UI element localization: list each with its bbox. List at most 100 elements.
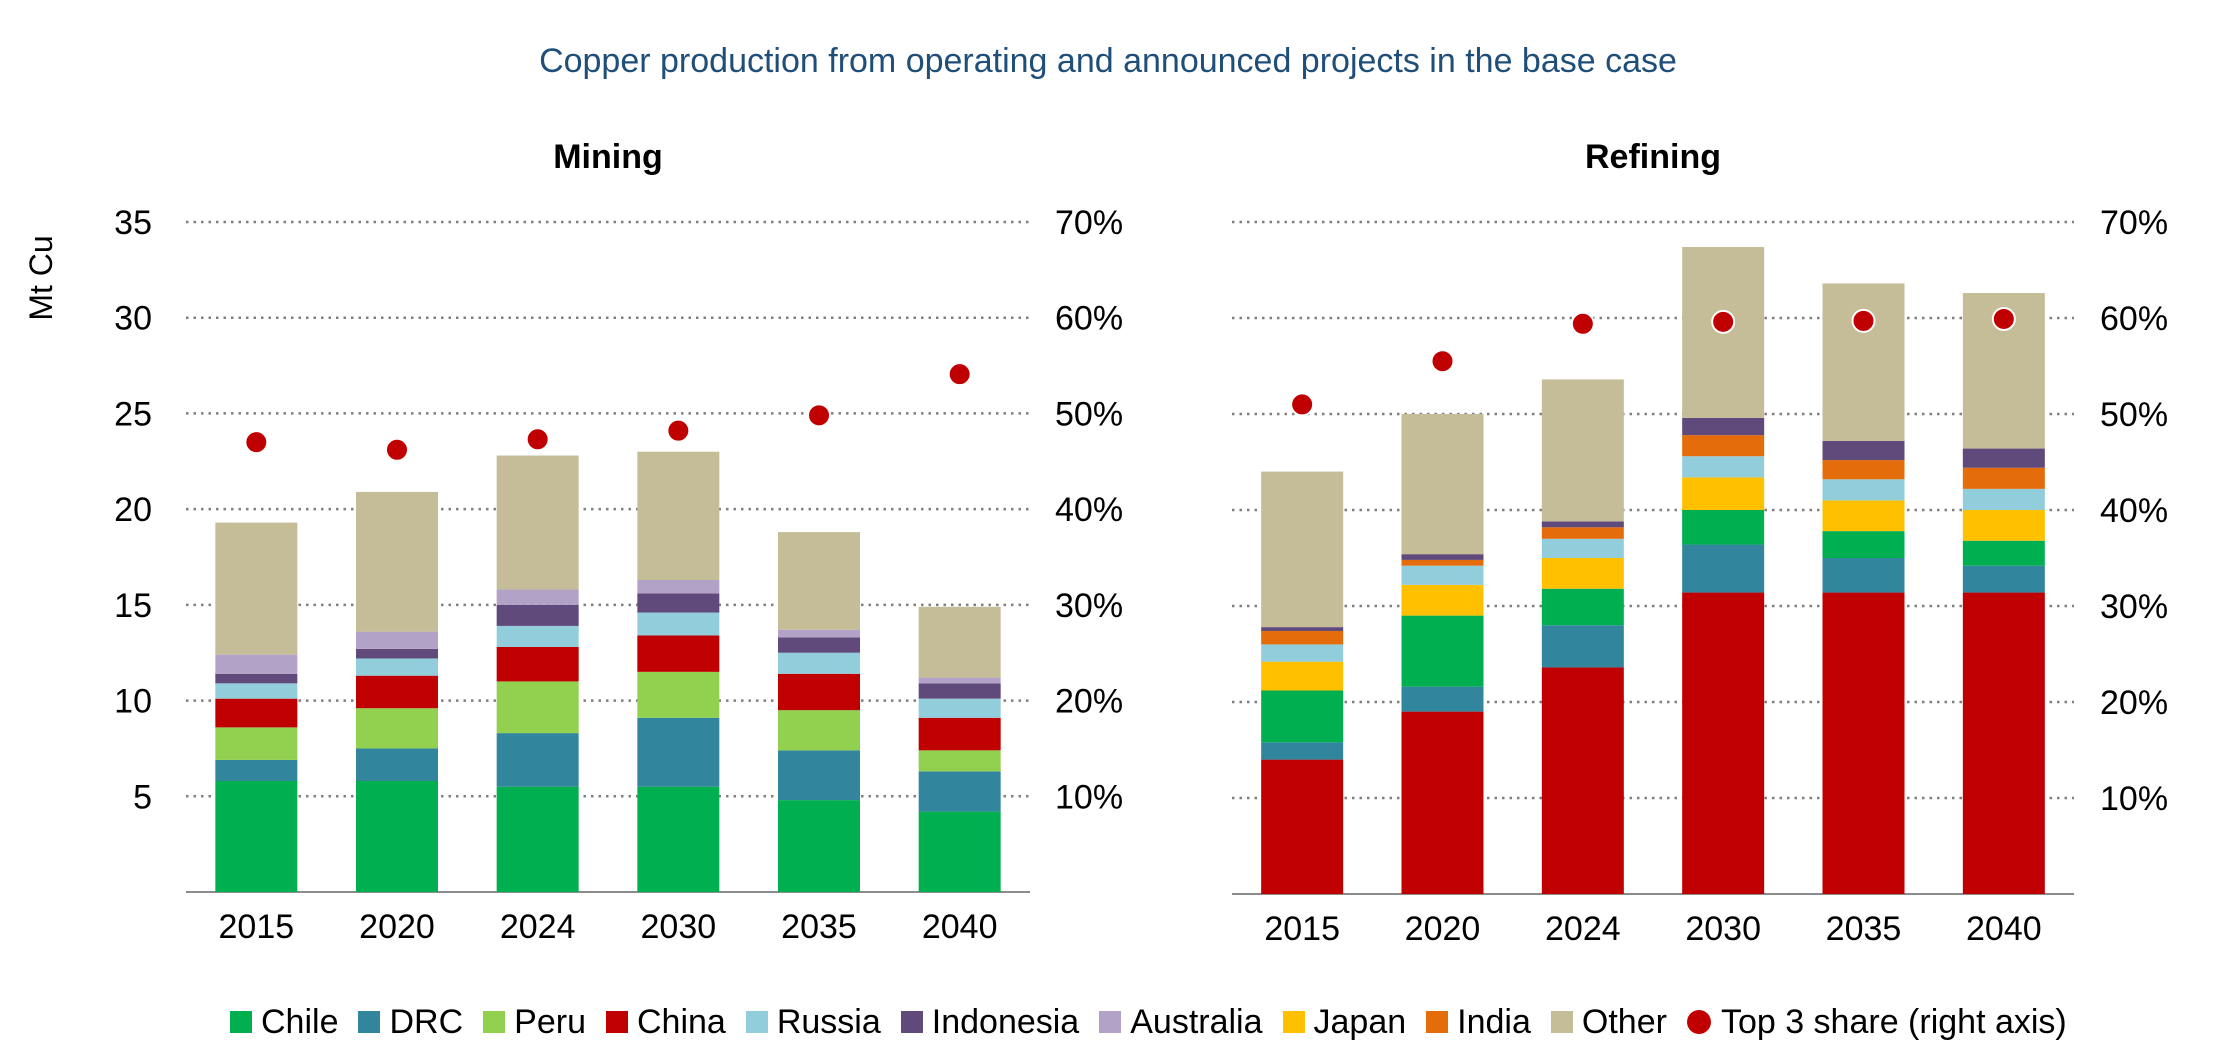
refining-bar-indonesia-2040	[1962, 448, 2045, 468]
refining-bar-russia-2040	[1962, 488, 2045, 510]
mining-bar-chile-2040	[918, 811, 1001, 892]
mining-bar-other-2035	[778, 532, 860, 630]
refining-share-point-2020	[1430, 349, 1455, 374]
legend-label: Indonesia	[931, 1002, 1080, 1041]
mining-bar-peru-2020	[356, 708, 438, 749]
mining-bar-drc-2020	[356, 748, 438, 781]
mining-bar-indonesia-2020	[356, 648, 438, 659]
refining-y2-tick-label: 20%	[2100, 684, 2168, 722]
legend-swatch	[745, 1011, 768, 1033]
refining-bar-russia-2030	[1682, 456, 1765, 478]
legend-label: Japan	[1313, 1002, 1407, 1041]
mining-bar-russia-2035	[778, 652, 860, 674]
refining-bar-china-2020	[1401, 711, 1484, 894]
mining-bar-russia-2040	[918, 698, 1001, 718]
refining-x-tick-label: 2024	[1545, 910, 1621, 948]
mining-bar-indonesia-2035	[778, 637, 860, 653]
refining-bar-russia-2035	[1822, 479, 1905, 501]
legend-item-peru: Peru	[483, 1003, 586, 1042]
refining-share-point-2040	[1991, 306, 2016, 331]
mining-bar-australia-2015	[215, 654, 298, 674]
mining-bar-other-2020	[356, 491, 438, 632]
mining-x-tick-label: 2020	[359, 908, 435, 946]
mining-bar-peru-2015	[215, 727, 298, 760]
mining-bar-china-2035	[778, 673, 860, 711]
mining-bar-china-2015	[215, 698, 298, 728]
mining-y-tick-label: 30	[114, 300, 152, 338]
refining-bar-russia-2020	[1401, 565, 1484, 585]
refining-bar-japan-2015	[1261, 661, 1344, 691]
mining-bar-drc-2024	[496, 733, 579, 787]
legend-item-chile: Chile	[230, 1003, 338, 1042]
mining-x-tick-label: 2035	[781, 908, 857, 946]
mining-bar-indonesia-2040	[918, 683, 1001, 699]
refining-bar-chile-2015	[1261, 690, 1344, 743]
mining-bar-drc-2035	[778, 750, 860, 801]
mining-y2-tick-label: 70%	[1055, 204, 1123, 242]
mining-bar-other-2030	[637, 451, 720, 580]
legend-label: Russia	[776, 1002, 881, 1041]
mining-bar-other-2040	[918, 606, 1001, 678]
refining-bar-indonesia-2020	[1401, 554, 1484, 560]
mining-bar-indonesia-2024	[496, 604, 579, 626]
mining-bar-peru-2030	[637, 671, 720, 718]
legend-item-indonesia: Indonesia	[900, 1002, 1080, 1042]
legend-item-japan: Japan	[1282, 1002, 1407, 1042]
refining-bar-japan-2020	[1401, 584, 1484, 616]
mining-bar-australia-2030	[637, 579, 720, 594]
refining-bar-drc-2040	[1962, 565, 2045, 593]
mining-x-tick-label: 2024	[500, 908, 576, 946]
refining-x-tick-label: 2020	[1405, 910, 1481, 948]
mining-bar-china-2024	[496, 646, 579, 682]
mining-bar-peru-2024	[496, 681, 579, 734]
mining-bar-chile-2035	[778, 800, 860, 892]
mining-bar-other-2015	[215, 522, 298, 655]
refining-bar-drc-2024	[1541, 625, 1624, 668]
legend-label: India	[1457, 1002, 1531, 1041]
legend-item-top-3-share-right-axis: Top 3 share (right axis)	[1686, 1003, 2067, 1042]
refining-bar-drc-2035	[1822, 558, 1905, 593]
mining-bar-china-2020	[356, 675, 438, 709]
refining-share-point-2015	[1290, 392, 1315, 417]
mining-bar-drc-2030	[637, 717, 720, 787]
legend-item-india: India	[1426, 1003, 1531, 1042]
legend-swatch	[1550, 1011, 1573, 1033]
refining-bar-india-2035	[1822, 460, 1905, 480]
mining-y-axis-label: Mt Cu	[23, 235, 59, 320]
mining-x-tick-label: 2030	[641, 908, 717, 946]
refining-panel: Refining 10% 20% 30% 40% 50% 60% 70% 2015 2020 202…	[1232, 138, 2168, 948]
refining-bar-russia-2015	[1261, 644, 1344, 662]
mining-y2-tick-label: 60%	[1055, 300, 1123, 338]
legend-marker-dot	[1686, 1010, 1711, 1034]
refining-y2-tick-label: 50%	[2100, 396, 2168, 434]
refining-x-tick-label: 2035	[1826, 910, 1902, 948]
refining-share-point-2024	[1570, 311, 1595, 336]
refining-bar-other-2020	[1401, 414, 1484, 555]
mining-bar-peru-2035	[778, 710, 860, 751]
mining-bar-peru-2040	[918, 750, 1001, 772]
refining-bar-china-2035	[1822, 592, 1905, 894]
mining-panel: Mining Mt Cu 5 10 15 20 25 30 35 10% 20% 30% 40% 50% 6…	[23, 138, 1123, 946]
mining-bar-indonesia-2015	[215, 673, 298, 684]
mining-bar-australia-2040	[918, 677, 1001, 684]
refining-bar-china-2040	[1962, 592, 2045, 894]
chart-legend: Chile DRC Peru China Russia Indonesia Australi…	[230, 994, 2087, 1050]
refining-bar-india-2040	[1962, 467, 2045, 489]
mining-bar-china-2030	[637, 635, 720, 672]
mining-bar-chile-2030	[637, 786, 720, 892]
legend-label: Australia	[1130, 1002, 1263, 1041]
legend-label: China	[636, 1002, 726, 1041]
mining-bar-drc-2015	[215, 759, 298, 781]
refining-bar-chile-2030	[1682, 510, 1765, 545]
refining-bar-other-2035	[1822, 283, 1905, 441]
refining-y2-tick-label: 30%	[2100, 588, 2168, 626]
mining-y-tick-label: 10	[114, 683, 152, 721]
refining-share-point-2030	[1711, 309, 1736, 334]
refining-bar-drc-2030	[1682, 544, 1765, 593]
refining-bar-indonesia-2015	[1261, 627, 1344, 631]
legend-swatch	[605, 1011, 628, 1033]
legend-item-australia: Australia	[1099, 1002, 1263, 1042]
refining-y2-tick-label: 60%	[2100, 300, 2168, 338]
mining-bar-chile-2024	[496, 786, 579, 892]
mining-bar-russia-2020	[356, 658, 438, 676]
